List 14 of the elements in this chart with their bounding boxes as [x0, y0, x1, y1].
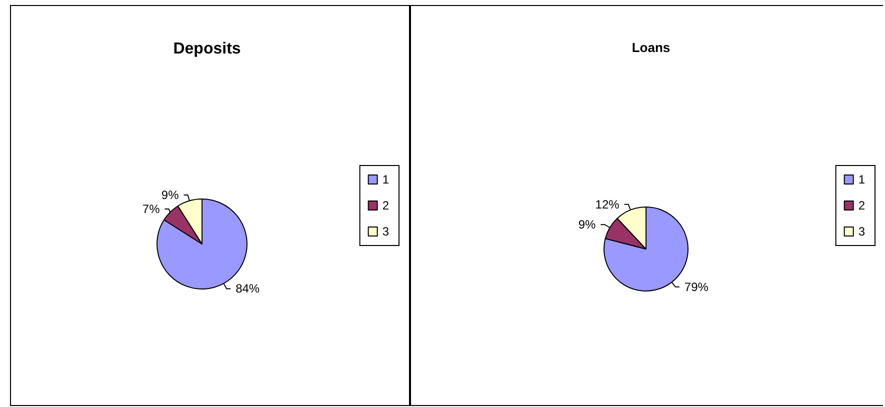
legend-label: 2 — [858, 198, 866, 212]
legend-label: 2 — [382, 198, 390, 212]
data-label: 9% — [578, 218, 596, 232]
data-label: 79% — [684, 280, 709, 294]
legend-label: 1 — [382, 172, 390, 186]
chart-title: Deposits — [173, 40, 241, 58]
data-label: 84% — [236, 282, 260, 296]
data-label: 9% — [161, 188, 180, 202]
chart-title: Loans — [632, 40, 670, 55]
legend-label: 1 — [858, 172, 866, 186]
data-label: 7% — [142, 202, 160, 216]
legend-label: 3 — [382, 224, 390, 238]
legend-label: 3 — [858, 224, 866, 238]
data-label: 12% — [595, 197, 620, 212]
